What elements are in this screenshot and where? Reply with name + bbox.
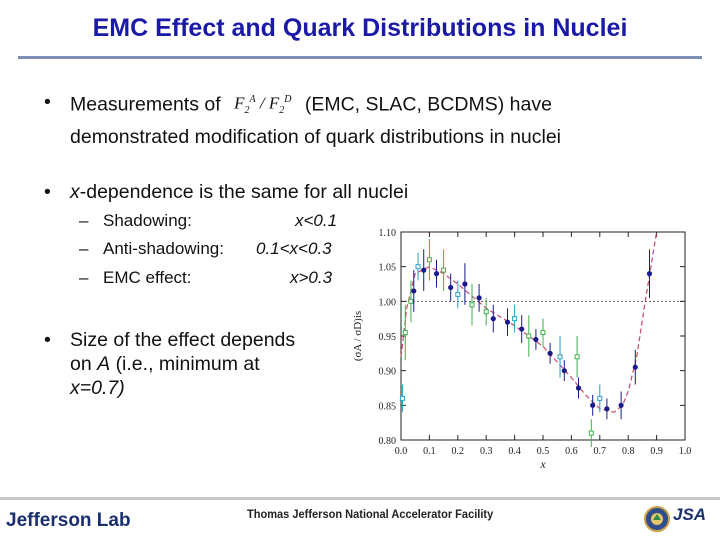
y-tick-label: 0.85 — [379, 401, 397, 412]
bullet-dot: • — [44, 91, 51, 113]
subitem-range: x<0.1 — [295, 211, 338, 230]
subitem-shadowing: – Shadowing: x<0.1 — [79, 211, 338, 230]
doe-seal-icon — [644, 506, 670, 532]
filled-data-point — [476, 295, 482, 301]
bullet3-line3: x=0.7) — [70, 377, 125, 399]
x-tick-label: 0.9 — [650, 446, 663, 457]
open-data-point — [455, 291, 461, 297]
y-tick-label: 1.10 — [379, 228, 397, 239]
facility-name: Thomas Jefferson National Accelerator Fa… — [247, 507, 494, 521]
y-tick-label: 0.90 — [379, 367, 397, 378]
structure-function-ratio: F2A / F2D — [234, 93, 292, 117]
jsa-logo: JSA — [673, 505, 707, 524]
open-data-point — [597, 395, 603, 401]
open-data-point — [469, 302, 475, 308]
filled-data-point — [519, 326, 525, 332]
y-tick-label: 0.95 — [379, 332, 397, 343]
x-axis-label: x — [539, 457, 546, 471]
open-data-point — [526, 333, 532, 339]
bullet2-rest: -dependence is the same for all nuclei — [79, 181, 409, 203]
filled-data-point — [533, 336, 539, 343]
open-data-point — [441, 267, 447, 273]
title-divider — [18, 56, 702, 59]
filled-data-point — [490, 316, 496, 322]
open-data-point — [557, 354, 563, 360]
filled-data-point — [433, 271, 440, 277]
bullet-size-of-effect: • Size of the effect depends on A (i.e.,… — [44, 329, 296, 399]
x-tick-label: 0.6 — [565, 446, 578, 457]
x-tick-label: 0.1 — [423, 446, 436, 457]
y-axis-label: (σA / σD)is — [352, 311, 364, 361]
bullet-x-dependence: • x-dependence is the same for all nucle… — [44, 180, 690, 204]
filled-data-point — [462, 281, 468, 287]
x-tick-label: 0.8 — [622, 446, 635, 457]
open-data-point — [574, 354, 580, 360]
x-tick-label: 0.0 — [395, 446, 408, 457]
filled-data-point — [646, 271, 653, 277]
filled-data-point — [618, 402, 624, 408]
x-tick-label: 0.2 — [452, 446, 465, 457]
bullet3-line1: Size of the effect depends — [70, 329, 296, 351]
open-data-point — [426, 257, 432, 263]
fit-curve — [400, 231, 658, 413]
x-tick-label: 0.5 — [537, 446, 550, 457]
bullet-dot: • — [44, 329, 51, 351]
open-data-point — [402, 330, 408, 336]
open-data-point — [415, 264, 421, 270]
filled-data-point — [604, 406, 610, 412]
subitem-label: Anti-shadowing: — [103, 239, 224, 258]
open-data-point — [483, 309, 489, 315]
bullet1-post: (EMC, SLAC, BCDMS) have — [304, 93, 552, 116]
subitem-anti-shadowing: – Anti-shadowing: 0.1<x<0.3 — [79, 239, 332, 258]
bullet-measurements: • Measurements of F2A / F2D (EMC, SLAC, … — [44, 90, 690, 149]
filled-data-point — [411, 288, 417, 294]
bullet-dot: • — [44, 181, 51, 203]
bullet1-pre: Measurements of — [70, 93, 221, 116]
subitem-label: Shadowing: — [103, 211, 192, 230]
open-data-point — [399, 395, 405, 401]
filled-data-point — [504, 319, 511, 325]
filled-data-point — [421, 267, 427, 273]
x-tick-label: 0.3 — [480, 446, 493, 457]
subitem-emc-effect: – EMC effect: x>0.3 — [79, 268, 333, 287]
filled-data-point — [547, 350, 553, 356]
filled-data-point — [575, 385, 582, 391]
x-tick-label: 0.4 — [508, 446, 520, 457]
filled-data-point — [590, 402, 596, 408]
y-tick-label: 0.80 — [379, 436, 397, 447]
y-tick-label: 1.00 — [379, 297, 397, 308]
footer-divider — [0, 497, 720, 500]
y-tick-label: 1.05 — [379, 263, 397, 274]
emc-ratio-plot: 0.80 0.85 0.90 0.95 1.00 1.05 1.10 0.0 0.1 0.2 0.3… — [352, 228, 692, 471]
bullet3-A: A — [97, 353, 111, 375]
bullet2-x: x — [70, 181, 80, 203]
jefferson-lab-logo: Jefferson Lab — [6, 510, 131, 531]
open-data-point — [408, 298, 414, 304]
filled-data-point — [561, 368, 567, 374]
filled-data-point — [448, 284, 454, 291]
bullet1-line2: demonstrated modification of quark distr… — [70, 126, 562, 149]
slide-title: EMC Effect and Quark Distributions in Nu… — [92, 14, 628, 42]
open-data-point — [540, 330, 546, 336]
subitem-range: 0.1<x<0.3 — [256, 239, 332, 258]
filled-data-point — [632, 364, 638, 370]
subitem-label: EMC effect: — [103, 268, 192, 287]
x-tick-label: 1.0 — [679, 446, 692, 457]
open-data-point — [512, 316, 518, 322]
subitem-range: x>0.3 — [290, 268, 333, 287]
open-data-point — [588, 430, 594, 436]
x-tick-label: 0.7 — [594, 446, 607, 457]
